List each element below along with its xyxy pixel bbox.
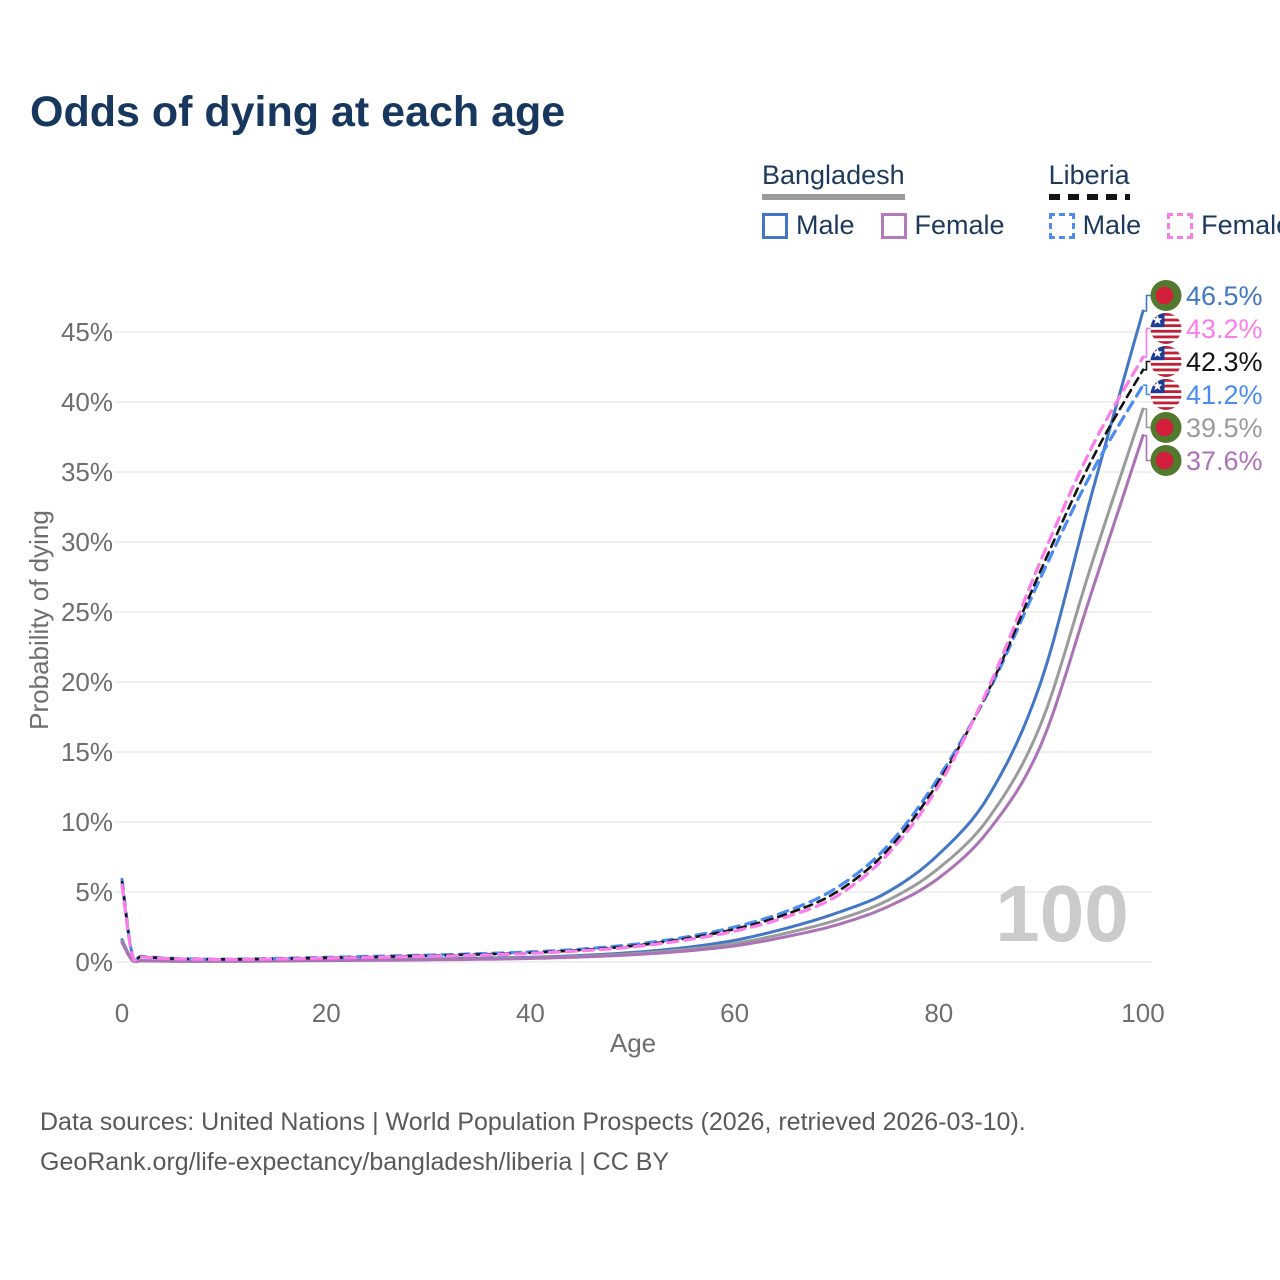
y-axis-title: Probability of dying <box>24 510 54 730</box>
end-value-label-bangladesh-female: 37.6% <box>1186 446 1263 476</box>
legend-country-label: Liberia <box>1048 160 1130 190</box>
page-title: Odds of dying at each age <box>30 88 566 136</box>
end-label-leader <box>1143 384 1151 396</box>
end-value-label-liberia-female: 43.2% <box>1186 314 1263 344</box>
y-tick-label: 0% <box>75 947 113 977</box>
y-tick-label: 30% <box>61 527 113 557</box>
legend-item-bangladesh-male[interactable]: Male <box>762 210 855 241</box>
legend-item-bangladesh-female[interactable]: Female <box>880 210 1005 241</box>
series-line-liberia-male <box>120 383 1145 963</box>
legend-item-label: Male <box>796 210 855 240</box>
legend-box-1-1[interactable] <box>1167 212 1194 239</box>
x-tick-label: 20 <box>312 998 341 1028</box>
end-value-label-liberia-both-sexes: 42.3% <box>1186 347 1263 377</box>
footer-attribution: GeoRank.org/life-expectancy/bangladesh/l… <box>40 1148 670 1176</box>
y-tick-label: 20% <box>61 667 113 697</box>
end-label-leader <box>1143 434 1151 462</box>
flag-icon-bangladesh <box>1150 279 1182 311</box>
y-tick-label: 10% <box>61 807 113 837</box>
legend-box-0-1[interactable] <box>880 212 907 239</box>
legend-country-liberia[interactable]: Liberia <box>1048 160 1130 200</box>
end-label-leader <box>1143 294 1151 312</box>
end-label-leader <box>1143 327 1151 358</box>
x-tick-label: 40 <box>516 998 545 1028</box>
x-tick-label: 60 <box>720 998 749 1028</box>
flag-icon-bangladesh <box>1150 411 1182 443</box>
x-tick-label: 100 <box>1121 998 1164 1028</box>
y-tick-label: 15% <box>61 737 113 767</box>
flag-icon-liberia <box>1150 312 1182 344</box>
series-line-bangladesh-male <box>120 309 1145 963</box>
end-value-label-bangladesh-both-sexes: 39.5% <box>1186 413 1263 443</box>
series-line-bangladesh-female <box>120 434 1145 963</box>
end-label-leader <box>1143 408 1151 429</box>
footer-data-sources: Data sources: United Nations | World Pop… <box>40 1108 1026 1136</box>
legend-box-0-0[interactable] <box>762 212 788 239</box>
y-tick-label: 25% <box>61 597 113 627</box>
x-tick-label: 0 <box>115 998 129 1028</box>
legend-country-label: Bangladesh <box>762 160 905 190</box>
end-value-label-liberia-male: 41.2% <box>1186 380 1263 410</box>
end-label-leader <box>1143 360 1151 371</box>
legend-country-bangladesh[interactable]: Bangladesh <box>762 160 905 200</box>
legend-item-label: Female <box>914 210 1005 240</box>
legend-box-1-0[interactable] <box>1048 212 1075 239</box>
legend-underline-1 <box>1048 194 1130 200</box>
series-line-liberia-both-sexes <box>120 368 1145 963</box>
legend-underline-0 <box>762 194 905 200</box>
y-tick-label: 40% <box>61 387 113 417</box>
legend-item-liberia-male[interactable]: Male <box>1048 210 1142 241</box>
flag-icon-liberia <box>1150 378 1182 410</box>
legend-item-liberia-female[interactable]: Female <box>1167 210 1280 241</box>
x-tick-label: 80 <box>924 998 953 1028</box>
end-value-label-bangladesh-male: 46.5% <box>1186 281 1263 311</box>
flag-icon-liberia <box>1150 345 1182 377</box>
legend-item-label: Male <box>1082 210 1142 240</box>
chart-legend: Bangladesh Male Female Liberia <box>762 160 1280 241</box>
legend-item-label: Female <box>1201 210 1280 240</box>
legend-group-bangladesh: Bangladesh Male Female <box>762 160 1005 241</box>
y-tick-label: 35% <box>61 457 113 487</box>
legend-group-liberia: Liberia Male Female <box>1048 160 1280 241</box>
y-tick-label: 45% <box>61 317 113 347</box>
x-axis-title: Age <box>610 1028 656 1058</box>
age-watermark: 100 <box>995 869 1128 958</box>
y-tick-label: 5% <box>75 877 113 907</box>
flag-icon-bangladesh <box>1150 444 1182 476</box>
series-line-liberia-female <box>120 355 1145 963</box>
